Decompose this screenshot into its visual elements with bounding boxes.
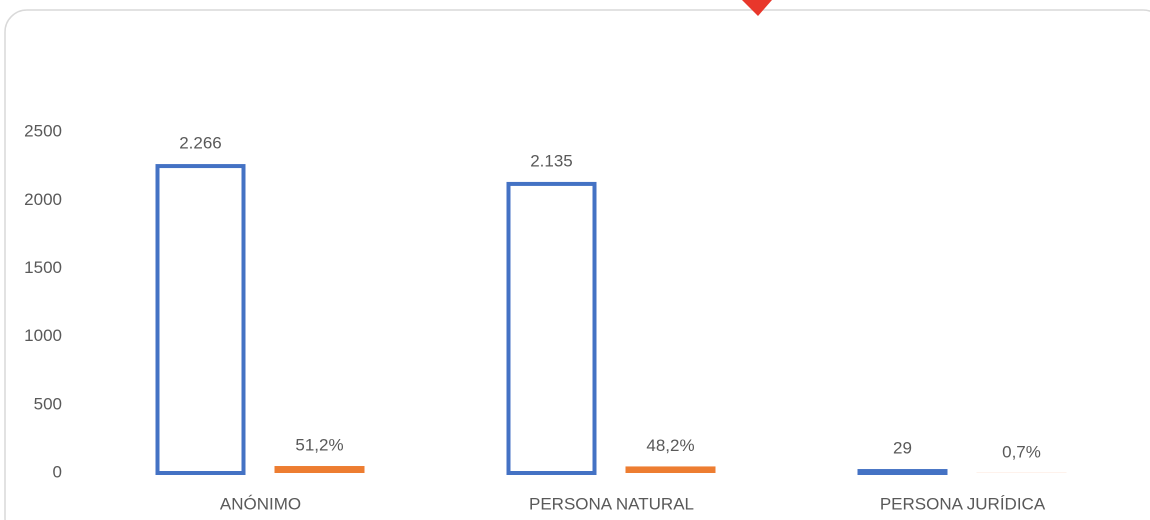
y-tick-label: 2500 (24, 122, 62, 141)
bar (506, 181, 597, 475)
y-tick-label: 1000 (24, 326, 62, 345)
y-tick-label: 0 (53, 462, 62, 481)
y-tick-label: 2000 (24, 190, 62, 209)
decoration (742, 0, 772, 16)
data-label: 29 (893, 439, 912, 458)
y-tick-label: 1500 (24, 258, 62, 277)
data-label: 2.266 (179, 134, 222, 153)
bar (274, 466, 365, 473)
data-label: 0,7% (1002, 442, 1041, 461)
bar (625, 466, 716, 473)
x-tick-label: ANÓNIMO (220, 494, 301, 513)
data-label: 48,2% (646, 436, 694, 455)
bar (857, 469, 948, 475)
x-tick-label: PERSONA JURÍDICA (880, 494, 1046, 513)
data-label: 2.135 (530, 151, 573, 170)
data-label: 51,2% (295, 436, 343, 455)
bar (155, 164, 246, 475)
y-tick-label: 500 (34, 394, 62, 413)
x-tick-label: PERSONA NATURAL (529, 494, 694, 513)
